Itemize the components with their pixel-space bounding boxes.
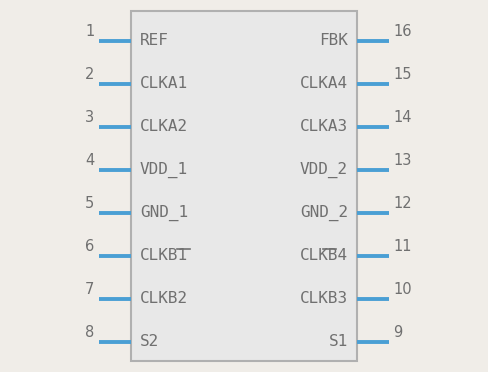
- Text: S2: S2: [140, 334, 159, 349]
- Text: CLKA3: CLKA3: [300, 119, 348, 134]
- Text: 6: 6: [85, 239, 95, 254]
- Text: GND_2: GND_2: [300, 205, 348, 221]
- Text: 11: 11: [393, 239, 412, 254]
- Text: 15: 15: [393, 67, 412, 82]
- Text: CLKB2: CLKB2: [140, 291, 188, 306]
- Text: 3: 3: [85, 110, 95, 125]
- Text: 13: 13: [393, 153, 412, 168]
- Text: 4: 4: [85, 153, 95, 168]
- Text: 10: 10: [393, 282, 412, 297]
- Text: 14: 14: [393, 110, 412, 125]
- Text: CLKB4: CLKB4: [300, 248, 348, 263]
- Text: 12: 12: [393, 196, 412, 211]
- Text: 9: 9: [393, 325, 403, 340]
- Text: CLKA4: CLKA4: [300, 76, 348, 92]
- Text: 8: 8: [85, 325, 95, 340]
- Text: 2: 2: [85, 67, 95, 82]
- Text: FBK: FBK: [319, 33, 348, 48]
- Text: CLKB1: CLKB1: [140, 248, 188, 263]
- Text: VDD_2: VDD_2: [300, 162, 348, 178]
- Text: 1: 1: [85, 24, 95, 39]
- Text: GND_1: GND_1: [140, 205, 188, 221]
- Text: 16: 16: [393, 24, 412, 39]
- Text: 5: 5: [85, 196, 95, 211]
- Bar: [131, 11, 357, 361]
- Text: CLKA1: CLKA1: [140, 76, 188, 92]
- Text: CLKA2: CLKA2: [140, 119, 188, 134]
- Text: 7: 7: [85, 282, 95, 297]
- Text: S1: S1: [329, 334, 348, 349]
- Text: VDD_1: VDD_1: [140, 162, 188, 178]
- Text: REF: REF: [140, 33, 169, 48]
- Text: CLKB3: CLKB3: [300, 291, 348, 306]
